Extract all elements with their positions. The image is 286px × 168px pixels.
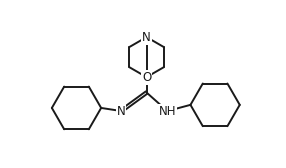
Text: N: N <box>117 104 126 118</box>
Text: NH: NH <box>159 104 176 118</box>
Text: O: O <box>142 71 151 84</box>
Text: N: N <box>142 31 151 44</box>
